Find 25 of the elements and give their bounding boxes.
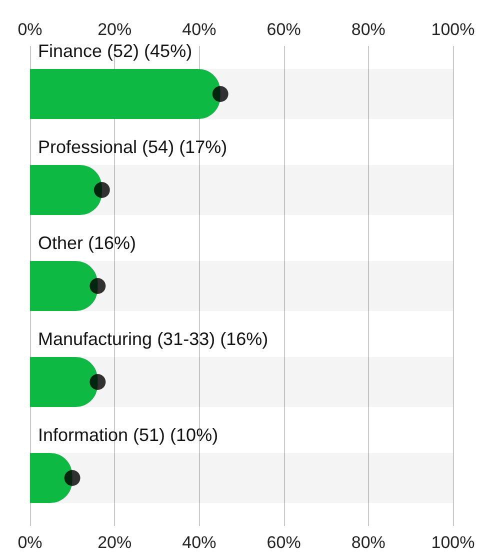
y-tick-label: Information (51) (10%) [38,425,218,445]
x-tick-label: 40% [182,20,216,39]
point [94,182,110,198]
x2-tick-label: 0% [18,533,42,552]
bar [30,357,98,407]
x-tick-label: 100% [431,20,475,39]
point [212,86,228,102]
x-tick-label: 20% [98,20,132,39]
y-tick-label: Professional (54) (17%) [38,137,228,157]
x-tick-label: 60% [266,20,301,39]
bar [30,165,102,215]
y-tick-label: Finance (52) (45%) [38,41,192,61]
x2-tick-label: 100% [431,533,475,552]
point [64,470,80,486]
y-tick-label: Manufacturing (31-33) (16%) [38,329,268,349]
bar [30,261,98,311]
x-tick-label: 80% [351,20,386,39]
y-tick-label: Other (16%) [38,233,136,253]
point [90,278,106,294]
point [90,374,106,390]
x2-tick-label: 60% [266,533,301,552]
x-tick-label: 0% [18,20,42,39]
x2-tick-label: 80% [351,533,386,552]
x2-tick-label: 40% [182,533,216,552]
x2-tick-label: 20% [98,533,132,552]
